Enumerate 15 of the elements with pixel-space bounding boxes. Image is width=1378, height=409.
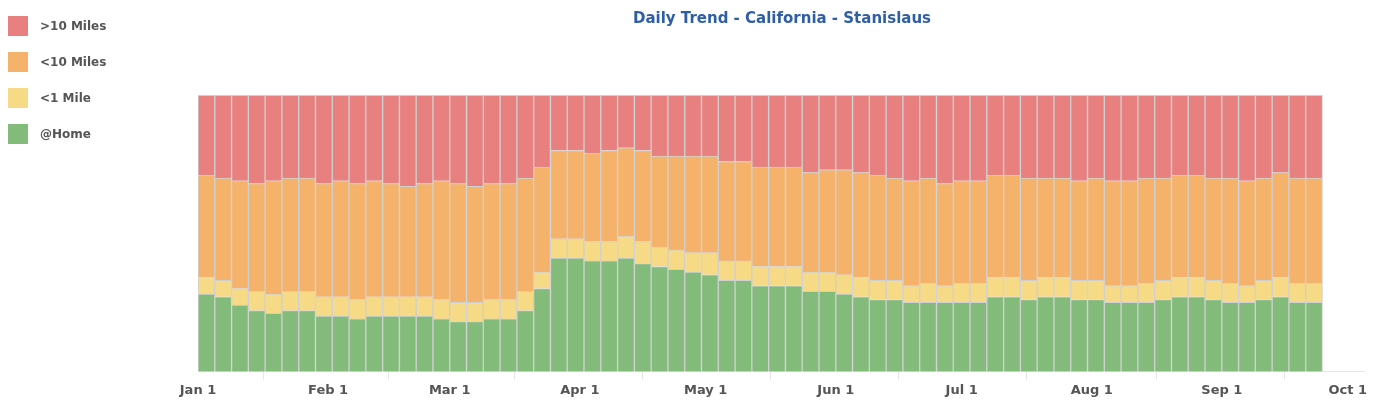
x-tick-label: Mar 1	[428, 381, 471, 397]
x-tick-label: Sep 1	[1201, 381, 1243, 397]
x-tick-label: Feb 1	[308, 381, 349, 397]
x-tick-label: May 1	[684, 381, 728, 397]
legend-label: <10 Miles	[40, 55, 107, 69]
chart-title: Daily Trend - California - Stanislaus	[632, 8, 932, 27]
x-tick-label: Oct 1	[1328, 381, 1367, 397]
legend-label: <1 Mile	[40, 91, 91, 105]
legend-label: >10 Miles	[40, 19, 107, 33]
x-tick-label: Jan 1	[178, 381, 217, 397]
legend-label: @Home	[40, 127, 91, 141]
x-tick-label: Jun 1	[816, 381, 855, 397]
x-tick-label: Apr 1	[560, 381, 600, 397]
x-tick-label: Jul 1	[944, 381, 978, 397]
x-tick-label: Aug 1	[1070, 381, 1113, 397]
